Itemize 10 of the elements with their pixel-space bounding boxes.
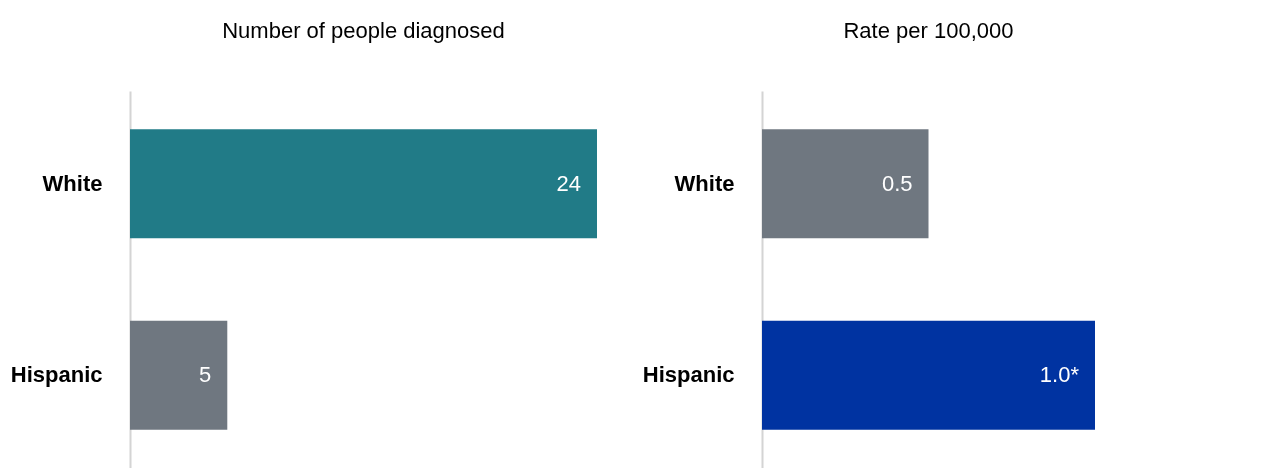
y-tick-label: Hispanic bbox=[642, 362, 735, 388]
chart-title: Number of people diagnosed bbox=[222, 18, 505, 43]
y-tick-label: Hispanic bbox=[10, 362, 103, 388]
data-label: 1.0* bbox=[1039, 362, 1080, 388]
chart-title: Rate per 100,000 bbox=[843, 18, 1014, 43]
y-tick-label: White bbox=[42, 170, 103, 196]
data-label: 0.5 bbox=[881, 170, 913, 196]
y-tick-label: White bbox=[674, 170, 735, 196]
data-label: 5 bbox=[199, 362, 212, 388]
data-label: 24 bbox=[556, 170, 581, 196]
